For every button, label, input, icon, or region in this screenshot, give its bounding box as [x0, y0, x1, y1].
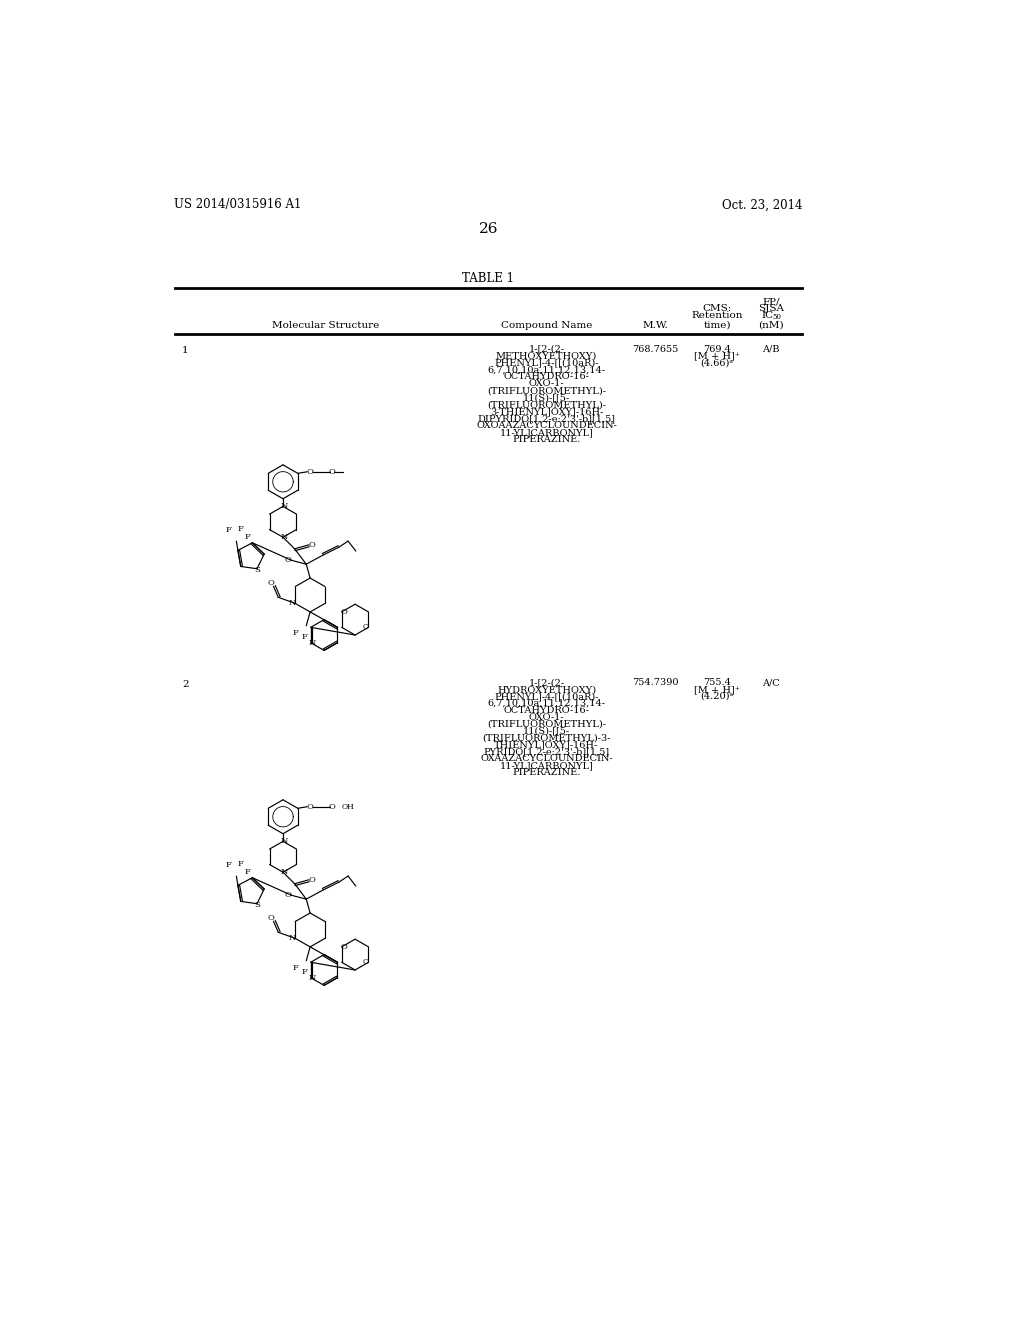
Text: F: F — [225, 862, 231, 870]
Text: 3-THIENYL]OXY]-16H-: 3-THIENYL]OXY]-16H- — [489, 407, 603, 416]
Text: 11-YL]CARBONYL]: 11-YL]CARBONYL] — [500, 428, 594, 437]
Text: 769.4: 769.4 — [703, 345, 731, 354]
Text: N: N — [281, 869, 288, 876]
Text: (nM): (nM) — [759, 321, 784, 330]
Text: Oct. 23, 2014: Oct. 23, 2014 — [722, 198, 802, 211]
Text: N: N — [281, 837, 288, 845]
Text: F: F — [293, 965, 298, 973]
Text: IC: IC — [761, 312, 773, 319]
Text: OXO-1-: OXO-1- — [528, 379, 564, 388]
Text: Compound Name: Compound Name — [501, 321, 592, 330]
Text: O: O — [267, 579, 274, 587]
Text: (TRIFLUOROMETHYL)-: (TRIFLUOROMETHYL)- — [487, 387, 606, 395]
Text: 6,7,10,10a,11,12,13,14-: 6,7,10,10a,11,12,13,14- — [487, 366, 605, 375]
Text: 754.7390: 754.7390 — [632, 678, 678, 688]
Text: (TRIFLUOROMETHYL)-3-: (TRIFLUOROMETHYL)-3- — [482, 734, 610, 743]
Text: N: N — [308, 639, 315, 647]
Text: F: F — [293, 630, 298, 638]
Text: Molecular Structure: Molecular Structure — [272, 321, 379, 330]
Text: TABLE 1: TABLE 1 — [463, 272, 514, 285]
Text: PHENYL]-4-[[(10aR)-: PHENYL]-4-[[(10aR)- — [495, 692, 599, 701]
Text: S: S — [254, 566, 260, 574]
Text: M.W.: M.W. — [642, 321, 668, 330]
Text: O: O — [308, 541, 315, 549]
Text: 6,7,10,10a,11,12,13,14-: 6,7,10,10a,11,12,13,14- — [487, 700, 605, 708]
Text: 768.7655: 768.7655 — [632, 345, 678, 354]
Text: S: S — [254, 902, 260, 909]
Text: O: O — [267, 915, 274, 923]
Text: OXO-1-: OXO-1- — [528, 713, 564, 722]
Text: PIPERAZINE.: PIPERAZINE. — [512, 768, 581, 777]
Text: 1-[2-(2-: 1-[2-(2- — [528, 345, 564, 354]
Text: N: N — [289, 935, 296, 942]
Text: 11-YL]CARBONYL]: 11-YL]CARBONYL] — [500, 762, 594, 771]
Text: O: O — [307, 803, 313, 810]
Text: N: N — [289, 599, 296, 607]
Text: N: N — [281, 533, 288, 541]
Text: 1: 1 — [182, 346, 188, 355]
Text: PHENYL]-4-[[(10aR)-: PHENYL]-4-[[(10aR)- — [495, 359, 599, 367]
Text: O: O — [341, 609, 347, 616]
Text: 11(S)-[[5-: 11(S)-[[5- — [523, 393, 570, 403]
Text: O: O — [308, 876, 315, 884]
Text: O: O — [285, 891, 291, 899]
Text: F: F — [238, 859, 243, 867]
Text: A/C: A/C — [763, 678, 780, 688]
Text: FP/: FP/ — [763, 297, 780, 306]
Text: F: F — [302, 634, 307, 642]
Text: SJSA: SJSA — [758, 304, 784, 313]
Text: O: O — [362, 958, 369, 966]
Text: DIPYRIDO[1,2-e:2'3'-b][1,5]: DIPYRIDO[1,2-e:2'3'-b][1,5] — [477, 414, 615, 422]
Text: time): time) — [703, 321, 731, 330]
Text: O: O — [362, 623, 369, 631]
Text: OXOAAZACYCLOUNDECIN-: OXOAAZACYCLOUNDECIN- — [476, 421, 616, 430]
Text: N: N — [281, 503, 288, 511]
Text: F: F — [238, 525, 243, 533]
Text: O: O — [285, 556, 291, 565]
Text: OCTAHYDRO-16-: OCTAHYDRO-16- — [504, 372, 590, 381]
Text: CMS:: CMS: — [702, 304, 731, 313]
Text: 26: 26 — [478, 222, 498, 235]
Text: O: O — [341, 942, 347, 950]
Text: 11(S)-[[5-: 11(S)-[[5- — [523, 726, 570, 735]
Text: F: F — [225, 527, 231, 535]
Text: US 2014/0315916 A1: US 2014/0315916 A1 — [174, 198, 302, 211]
Text: (TRIFLUOROMETHYL)-: (TRIFLUOROMETHYL)- — [487, 719, 606, 729]
Text: (4.20)ᵃ: (4.20)ᵃ — [700, 692, 733, 701]
Text: [M + H]⁺: [M + H]⁺ — [694, 351, 740, 360]
Text: O: O — [329, 803, 335, 810]
Text: THIENYL]OXY]-16H-: THIENYL]OXY]-16H- — [495, 741, 599, 750]
Text: PYRIDO[1,2-e:2'3'-b][1,5]: PYRIDO[1,2-e:2'3'-b][1,5] — [483, 747, 609, 756]
Text: (4.66)ᵃ: (4.66)ᵃ — [700, 359, 733, 367]
Text: F: F — [245, 867, 250, 875]
Text: F: F — [302, 969, 307, 977]
Text: PIPERAZINE.: PIPERAZINE. — [512, 434, 581, 444]
Text: Retention: Retention — [691, 312, 742, 319]
Text: OCTAHYDRO-16-: OCTAHYDRO-16- — [504, 706, 590, 715]
Text: 1-[2-(2-: 1-[2-(2- — [528, 678, 564, 688]
Text: 50: 50 — [773, 313, 781, 321]
Text: [M + H]⁺: [M + H]⁺ — [694, 685, 740, 694]
Text: O: O — [307, 467, 313, 475]
Text: OXAAZACYCLOUNDECIN-: OXAAZACYCLOUNDECIN- — [480, 755, 613, 763]
Text: 755.4: 755.4 — [703, 678, 731, 688]
Text: F: F — [245, 532, 250, 541]
Text: 2: 2 — [182, 680, 188, 689]
Text: O: O — [329, 467, 335, 475]
Text: A/B: A/B — [763, 345, 780, 354]
Text: METHOXYETHOXY): METHOXYETHOXY) — [496, 351, 597, 360]
Text: (TRIFLUOROMETHYL)-: (TRIFLUOROMETHYL)- — [487, 400, 606, 409]
Text: HYDROXYETHOXY): HYDROXYETHOXY) — [497, 685, 596, 694]
Text: OH: OH — [341, 803, 354, 810]
Text: N: N — [308, 974, 315, 982]
